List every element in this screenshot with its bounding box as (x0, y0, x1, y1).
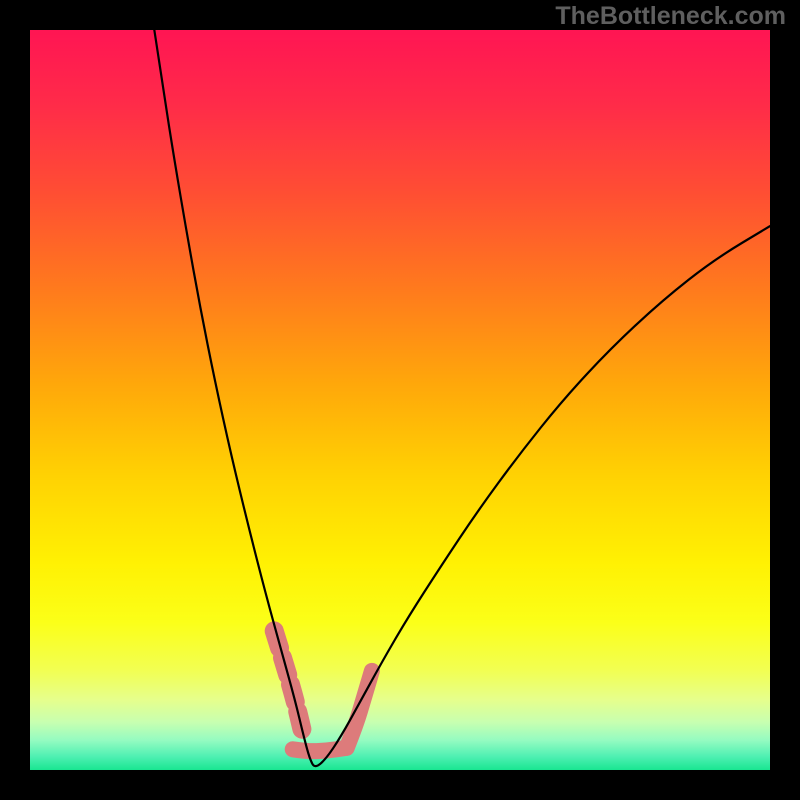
chart-svg (0, 0, 800, 800)
plot-background (30, 30, 770, 770)
watermark-text: TheBottleneck.com (555, 2, 786, 31)
highlight-valley-floor (293, 748, 347, 751)
chart-frame: TheBottleneck.com (0, 0, 800, 800)
